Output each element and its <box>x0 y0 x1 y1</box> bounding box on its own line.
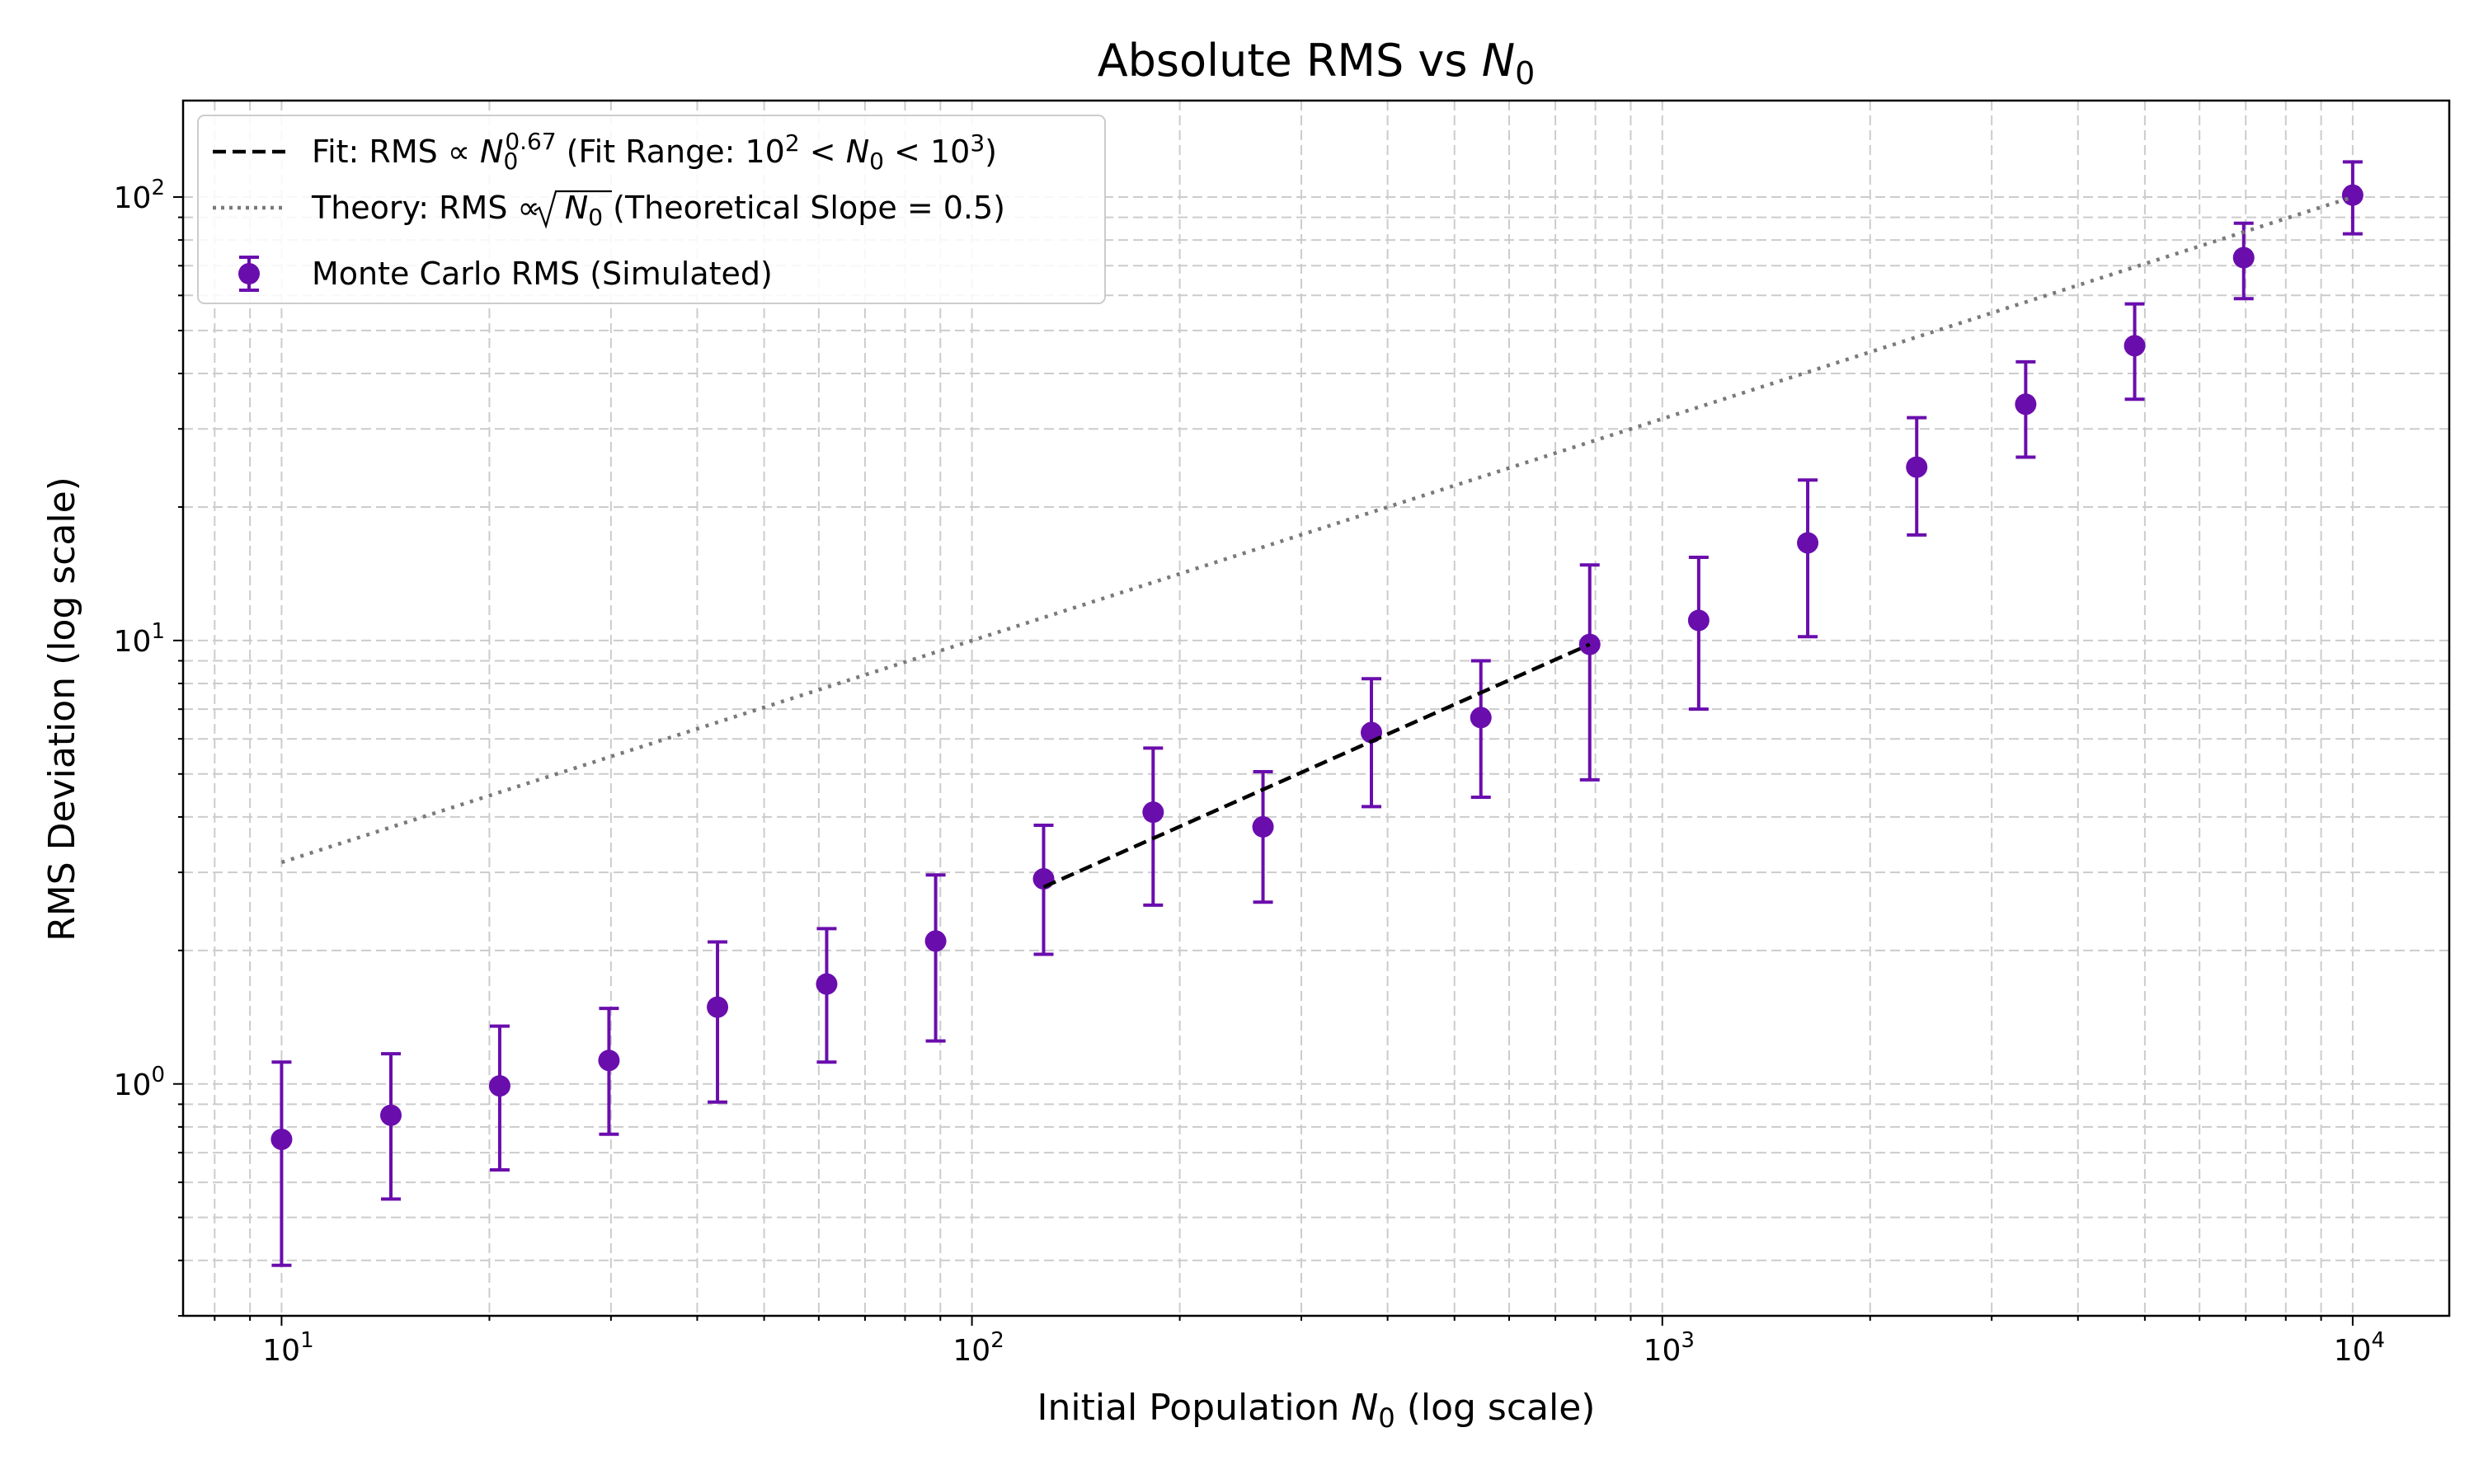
y-tick-label: 101 <box>114 619 165 659</box>
data-point <box>1797 532 1819 554</box>
legend-mc-marker <box>238 263 260 284</box>
y-tick-label: 102 <box>114 176 165 215</box>
data-point <box>380 1104 402 1126</box>
legend-theory-label: Theory: RMS ∝ N0 (Theoretical Slope = 0.… <box>311 190 1005 231</box>
x-tick-label: 101 <box>262 1328 313 1368</box>
axis-ticks: 101 102 103 104 100 101 102 <box>114 176 2385 1368</box>
data-point <box>1687 609 1710 632</box>
x-tick-label: 102 <box>952 1328 1004 1368</box>
legend: Fit: RMS ∝ N00.67 (Fit Range: 102 < N0 <… <box>197 115 1106 304</box>
data-point <box>2232 247 2255 269</box>
legend-fit-label: Fit: RMS ∝ N00.67 (Fit Range: 102 < N0 <… <box>312 128 997 175</box>
fit-line <box>1042 642 1591 889</box>
x-tick-label: 104 <box>2334 1328 2385 1368</box>
chart-title: Absolute RMS vs N0 <box>1098 35 1536 92</box>
legend-box <box>197 115 1106 304</box>
data-point <box>270 1128 293 1150</box>
data-point <box>1252 815 1274 838</box>
data-point <box>2124 335 2146 357</box>
grid-lines <box>183 101 2449 1317</box>
data-point <box>1142 801 1164 824</box>
data-point <box>598 1050 620 1072</box>
x-tick-label: 103 <box>1644 1328 1695 1368</box>
data-point <box>1470 707 1492 729</box>
plot-frame <box>181 99 2451 1317</box>
y-tick-label: 100 <box>114 1063 165 1102</box>
data-point <box>2341 184 2363 206</box>
data-point <box>488 1075 510 1097</box>
data-point <box>1906 456 1928 478</box>
data-point <box>2015 393 2037 416</box>
data-point <box>707 996 729 1018</box>
plot-series <box>270 160 2363 1267</box>
legend-mc-label: Monte Carlo RMS (Simulated) <box>312 256 773 292</box>
data-point <box>924 930 947 952</box>
data-point <box>816 973 838 995</box>
y-axis-label: RMS Deviation (log scale) <box>41 477 83 942</box>
x-axis-label: Initial Population N0 (log scale) <box>1037 1387 1596 1434</box>
legend-sqrt-sign <box>534 190 612 229</box>
theory-line <box>280 195 2354 865</box>
